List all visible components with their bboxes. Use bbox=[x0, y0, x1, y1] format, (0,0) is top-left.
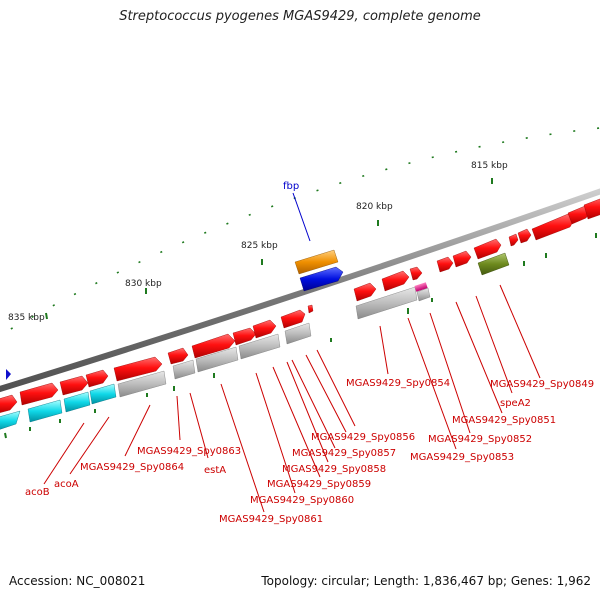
label-fbp: fbp bbox=[283, 181, 299, 192]
small-blue-arrow bbox=[6, 369, 11, 380]
genome-summary-text: Topology: circular; Length: 1,836,467 bp… bbox=[261, 574, 591, 588]
label-Spy0861: MGAS9429_Spy0861 bbox=[219, 514, 323, 525]
label-acoB: acoB bbox=[25, 487, 50, 498]
second-row-genes bbox=[0, 252, 510, 430]
gene-arrow-cyan bbox=[63, 391, 91, 413]
gene-arrow bbox=[19, 382, 59, 406]
gene-arrow bbox=[508, 233, 519, 247]
gene-arrow-gray bbox=[416, 287, 431, 302]
gene-arrow bbox=[409, 266, 423, 281]
gene-arrow-gray bbox=[195, 346, 239, 373]
label-leaders bbox=[43, 284, 541, 513]
gene-arrow-olive bbox=[477, 252, 510, 276]
label-Spy0854: MGAS9429_Spy0854 bbox=[346, 378, 450, 389]
gene-arrow bbox=[381, 270, 410, 292]
lower-track-ticks bbox=[4, 233, 597, 439]
gene-arrow bbox=[0, 394, 18, 413]
label-speA2: speA2 bbox=[500, 398, 531, 409]
label-Spy0863: MGAS9429_Spy0863 bbox=[137, 446, 241, 457]
speA2-gene-block bbox=[414, 282, 428, 292]
major-ticks bbox=[45, 178, 493, 320]
label-Spy0851: MGAS9429_Spy0851 bbox=[452, 415, 556, 426]
label-acoA: acoA bbox=[54, 479, 79, 490]
gene-arrow bbox=[436, 256, 454, 273]
gene-arrow bbox=[85, 369, 109, 388]
label-Spy0864: MGAS9429_Spy0864 bbox=[80, 462, 184, 473]
gene-arrow-gray bbox=[117, 370, 167, 398]
label-Spy0849: MGAS9429_Spy0849 bbox=[490, 379, 594, 390]
gene-arrow-gray bbox=[284, 322, 312, 345]
genome-backbone bbox=[0, 188, 600, 393]
gene-arrow bbox=[531, 213, 575, 241]
gene-arrow bbox=[232, 327, 257, 346]
gene-arrow bbox=[191, 333, 236, 359]
gene-arrow-gray bbox=[355, 286, 418, 320]
kbp-label-835: 835 kbp bbox=[8, 313, 45, 323]
kbp-label-820: 820 kbp bbox=[356, 202, 393, 212]
gene-arrow bbox=[167, 347, 189, 365]
gene-arrow bbox=[517, 228, 532, 244]
gene-arrow bbox=[280, 309, 306, 329]
gene-arrow bbox=[353, 282, 377, 302]
gene-arrow bbox=[252, 319, 277, 339]
label-Spy0857: MGAS9429_Spy0857 bbox=[292, 448, 396, 459]
gene-arrow bbox=[307, 304, 314, 314]
label-Spy0860: MGAS9429_Spy0860 bbox=[250, 495, 354, 506]
kbp-label-815: 815 kbp bbox=[471, 161, 508, 171]
forward-strand-genes bbox=[0, 198, 600, 413]
kbp-label-825: 825 kbp bbox=[241, 241, 278, 251]
fbp-gene-orange bbox=[294, 249, 339, 275]
fbp-leader bbox=[292, 192, 311, 242]
label-Spy0853: MGAS9429_Spy0853 bbox=[410, 452, 514, 463]
gene-arrow bbox=[452, 250, 472, 268]
label-Spy0856: MGAS9429_Spy0856 bbox=[311, 432, 415, 443]
label-Spy0858: MGAS9429_Spy0858 bbox=[282, 464, 386, 475]
fbp-gene-blue bbox=[299, 266, 344, 292]
kbp-label-830: 830 kbp bbox=[125, 279, 162, 289]
gene-arrow-cyan bbox=[0, 410, 21, 430]
gene-arrow-cyan bbox=[89, 383, 117, 405]
label-Spy0852: MGAS9429_Spy0852 bbox=[428, 434, 532, 445]
gene-arrow-gray bbox=[172, 359, 196, 380]
gene-arrow-gray bbox=[238, 333, 281, 360]
genome-title: Streptococcus pyogenes MGAS9429, complet… bbox=[119, 9, 481, 24]
gene-arrow bbox=[473, 238, 502, 260]
accession-text: Accession: NC_008021 bbox=[9, 574, 146, 588]
gene-arrow bbox=[59, 375, 89, 396]
label-estA: estA bbox=[204, 465, 226, 476]
gene-arrow-cyan bbox=[27, 399, 63, 423]
gene-arrow bbox=[583, 198, 600, 220]
gene-arrow bbox=[113, 356, 163, 382]
label-Spy0859: MGAS9429_Spy0859 bbox=[267, 479, 371, 490]
